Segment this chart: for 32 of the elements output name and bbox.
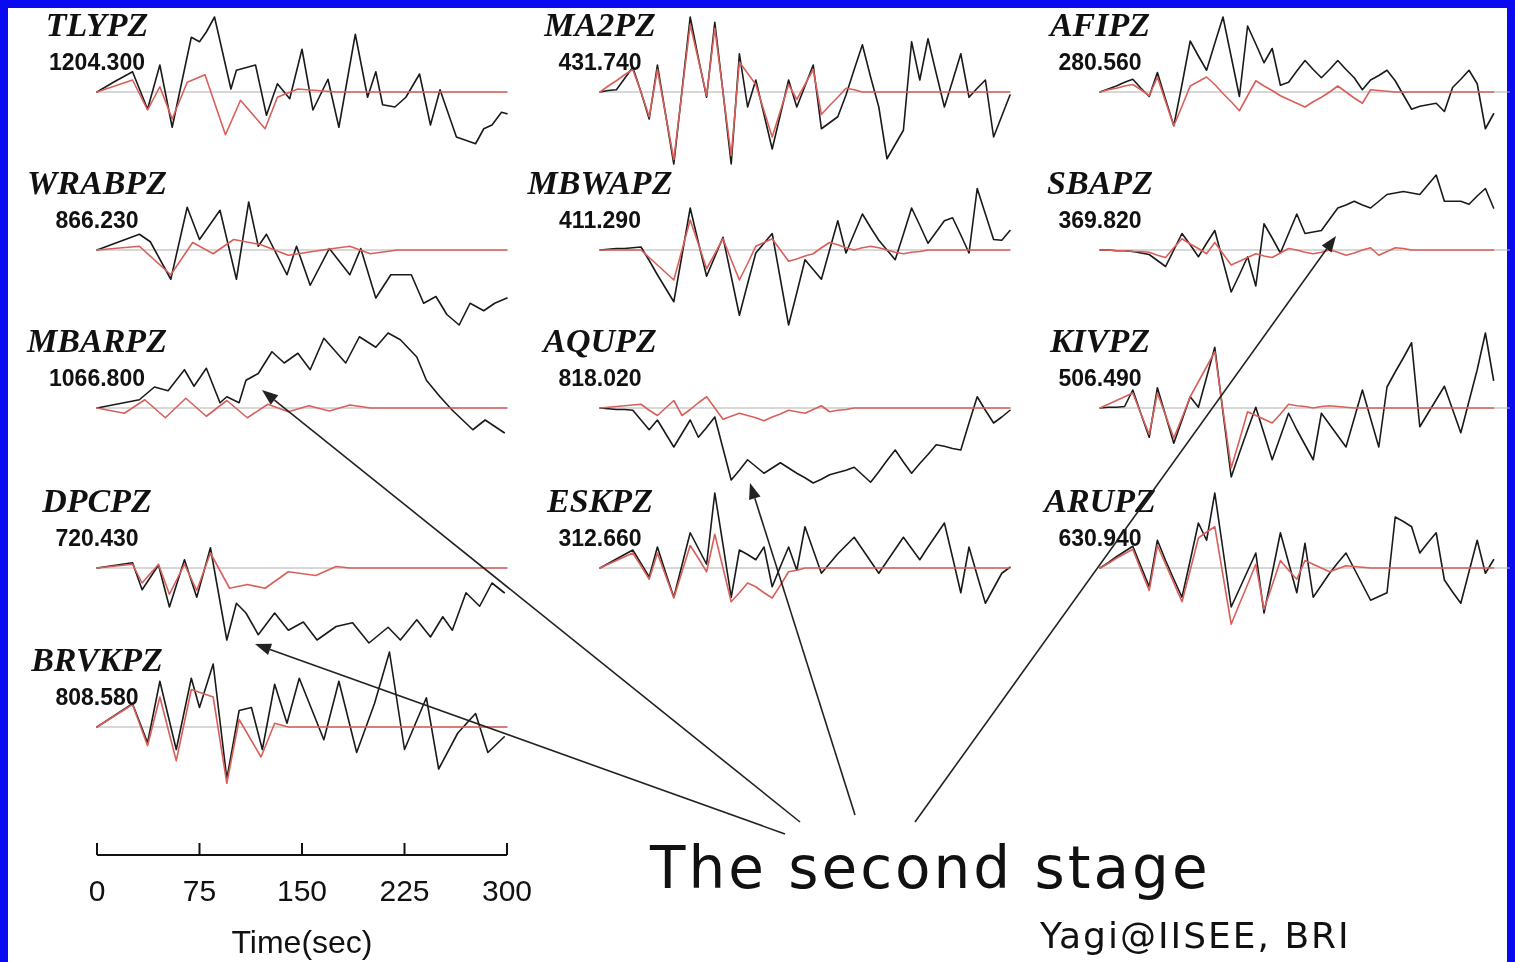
- chart-title: AQUPZ: [541, 322, 657, 359]
- chart-title: SBAPZ: [1047, 164, 1153, 201]
- chart-title: ESKPZ: [546, 482, 653, 519]
- chart-title: BRVKPZ: [30, 641, 163, 678]
- text: 312.660: [558, 525, 642, 551]
- chart-title: TLYPZ: [45, 6, 149, 43]
- text: 369.820: [1058, 207, 1142, 233]
- chart-title: DPCPZ: [41, 482, 152, 519]
- x-tick-label: 300: [481, 874, 533, 907]
- x-tick-label: 225: [379, 874, 430, 907]
- chart-title: KIVPZ: [1048, 322, 1151, 359]
- text: 808.580: [55, 684, 139, 710]
- chart-subtitle: 720.430: [55, 525, 139, 551]
- text: Yagi@IISEE, BRI: [1039, 915, 1351, 956]
- text: The second stage: [649, 834, 1211, 902]
- chart-title: MA2PZ: [543, 6, 656, 43]
- text: 411.290: [559, 207, 641, 233]
- chart-title: AFIPZ: [1047, 6, 1151, 43]
- chart-title: MBWAPZ: [526, 164, 673, 201]
- x-tick-label: 0: [88, 874, 106, 907]
- text: 1204.300: [49, 49, 145, 75]
- chart-title: WRABPZ: [27, 164, 167, 201]
- text: 431.740: [558, 49, 642, 75]
- chart-subtitle: 866.230: [55, 207, 139, 233]
- chart-subtitle: 818.020: [558, 365, 642, 391]
- text: 506.490: [1058, 365, 1142, 391]
- chart-title: MBARPZ: [26, 322, 167, 359]
- x-tick-label: 150: [276, 874, 328, 907]
- text: 280.560: [1058, 49, 1142, 75]
- x-axis-title: Time(sec): [231, 924, 373, 960]
- x-tick-label: 75: [182, 874, 217, 907]
- text: 1066.800: [49, 365, 145, 391]
